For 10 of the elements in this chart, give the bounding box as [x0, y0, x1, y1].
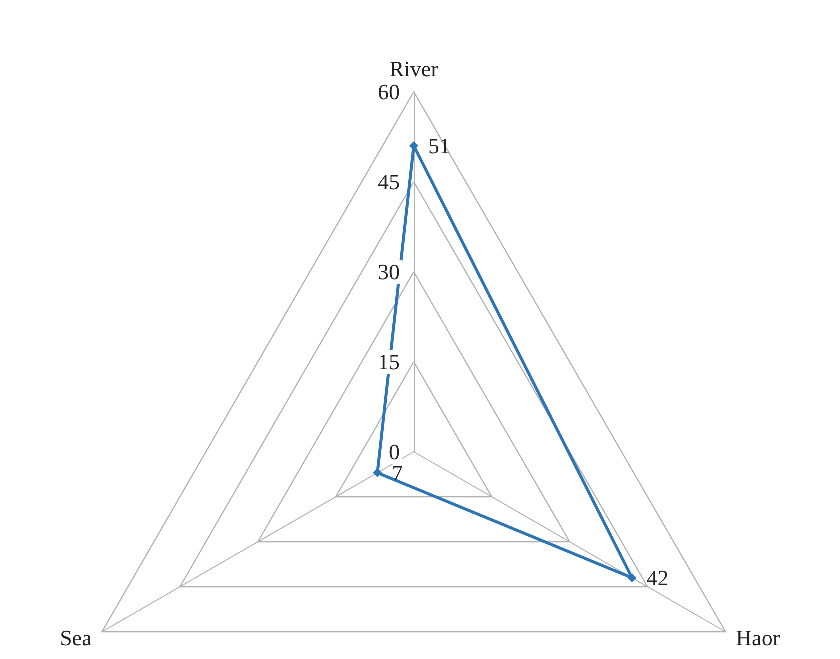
- y-tick-label: 30: [378, 260, 400, 284]
- spoke-label: River: [390, 56, 440, 82]
- data-label: 42: [646, 566, 669, 590]
- spoke-label: Sea: [60, 626, 92, 650]
- y-tick-label: 0: [389, 440, 400, 464]
- y-tick-label: 45: [378, 170, 400, 194]
- y-tick-label: 15: [378, 350, 400, 374]
- spoke-label: Haor: [736, 626, 781, 650]
- data-label: 51: [428, 134, 450, 158]
- y-tick-label: 60: [378, 80, 400, 104]
